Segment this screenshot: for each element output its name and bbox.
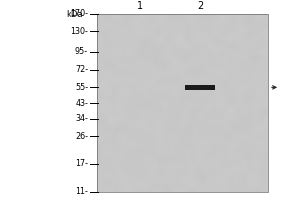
Text: kDa: kDa bbox=[67, 10, 83, 19]
Text: 34-: 34- bbox=[75, 114, 88, 123]
Text: 55-: 55- bbox=[75, 83, 88, 92]
Text: 2: 2 bbox=[197, 1, 203, 11]
Text: 43-: 43- bbox=[75, 99, 88, 108]
Text: 11-: 11- bbox=[75, 188, 88, 196]
Text: 72-: 72- bbox=[75, 65, 88, 74]
Bar bbox=[97, 14, 268, 192]
Text: 26-: 26- bbox=[75, 132, 88, 141]
Text: 17-: 17- bbox=[75, 159, 88, 168]
Bar bbox=[184, 85, 215, 90]
Text: 1: 1 bbox=[137, 1, 143, 11]
Text: 170-: 170- bbox=[70, 9, 88, 19]
Text: 95-: 95- bbox=[75, 47, 88, 56]
Text: 130-: 130- bbox=[70, 27, 88, 36]
